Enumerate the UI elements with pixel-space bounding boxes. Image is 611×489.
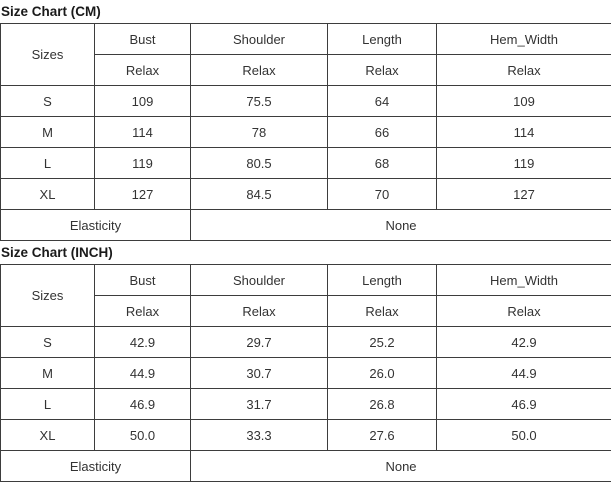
size-cell: M bbox=[0, 357, 95, 389]
size-chart-cm-section: Size Chart (CM) Sizes Bust Shoulder Leng… bbox=[0, 2, 611, 241]
value-cell: 68 bbox=[327, 147, 437, 179]
size-chart-cm-table: Sizes Bust Shoulder Length Hem_Width Rel… bbox=[0, 23, 611, 241]
relax-cell: Relax bbox=[94, 295, 191, 327]
size-cell: M bbox=[0, 116, 95, 148]
size-cell: S bbox=[0, 85, 95, 117]
sizes-header-cell: Sizes bbox=[0, 23, 95, 86]
table-row-m: M 44.9 30.7 26.0 44.9 bbox=[0, 357, 611, 389]
size-chart-cm-title: Size Chart (CM) bbox=[1, 4, 101, 19]
measure-type-row: Relax Relax Relax Relax bbox=[1, 54, 611, 86]
elasticity-row: Elasticity None bbox=[0, 450, 611, 482]
column-header-hem-width: Hem_Width bbox=[436, 23, 611, 55]
relax-cell: Relax bbox=[327, 54, 437, 86]
column-header-shoulder: Shoulder bbox=[190, 264, 328, 296]
elasticity-value-cell: None bbox=[190, 450, 611, 482]
elasticity-row: Elasticity None bbox=[0, 209, 611, 241]
column-header-shoulder: Shoulder bbox=[190, 23, 328, 55]
relax-cell: Relax bbox=[327, 295, 437, 327]
column-header-length: Length bbox=[327, 23, 437, 55]
size-cell: XL bbox=[0, 178, 95, 210]
value-cell: 44.9 bbox=[436, 357, 611, 389]
value-cell: 119 bbox=[94, 147, 191, 179]
size-chart-inch-title: Size Chart (INCH) bbox=[1, 245, 113, 260]
table-row-xl: XL 127 84.5 70 127 bbox=[0, 178, 611, 210]
column-header-bust: Bust bbox=[94, 264, 191, 296]
size-chart-inch-table: Sizes Bust Shoulder Length Hem_Width Rel… bbox=[0, 264, 611, 482]
measure-type-row: Relax Relax Relax Relax bbox=[1, 295, 611, 327]
elasticity-label-cell: Elasticity bbox=[0, 209, 191, 241]
value-cell: 119 bbox=[436, 147, 611, 179]
table-row-s: S 109 75.5 64 109 bbox=[0, 85, 611, 117]
table-row-l: L 46.9 31.7 26.8 46.9 bbox=[0, 388, 611, 420]
value-cell: 31.7 bbox=[190, 388, 328, 420]
value-cell: 27.6 bbox=[327, 419, 437, 451]
value-cell: 70 bbox=[327, 178, 437, 210]
header-row: Sizes Bust Shoulder Length Hem_Width bbox=[0, 264, 611, 327]
value-cell: 75.5 bbox=[190, 85, 328, 117]
value-cell: 33.3 bbox=[190, 419, 328, 451]
value-cell: 25.2 bbox=[327, 326, 437, 358]
table-row-l: L 119 80.5 68 119 bbox=[0, 147, 611, 179]
table-row-s: S 42.9 29.7 25.2 42.9 bbox=[0, 326, 611, 358]
relax-cell: Relax bbox=[190, 54, 328, 86]
value-cell: 44.9 bbox=[94, 357, 191, 389]
sizes-header-cell: Sizes bbox=[0, 264, 95, 327]
table-row-m: M 114 78 66 114 bbox=[0, 116, 611, 148]
value-cell: 64 bbox=[327, 85, 437, 117]
value-cell: 109 bbox=[94, 85, 191, 117]
value-cell: 30.7 bbox=[190, 357, 328, 389]
size-cell: L bbox=[0, 388, 95, 420]
relax-cell: Relax bbox=[436, 295, 611, 327]
value-cell: 84.5 bbox=[190, 178, 328, 210]
value-cell: 66 bbox=[327, 116, 437, 148]
value-cell: 50.0 bbox=[94, 419, 191, 451]
value-cell: 78 bbox=[190, 116, 328, 148]
value-cell: 42.9 bbox=[94, 326, 191, 358]
value-cell: 26.0 bbox=[327, 357, 437, 389]
value-cell: 46.9 bbox=[94, 388, 191, 420]
value-cell: 29.7 bbox=[190, 326, 328, 358]
value-cell: 127 bbox=[94, 178, 191, 210]
table-row-xl: XL 50.0 33.3 27.6 50.0 bbox=[0, 419, 611, 451]
relax-cell: Relax bbox=[190, 295, 328, 327]
column-header-hem-width: Hem_Width bbox=[436, 264, 611, 296]
size-cell: L bbox=[0, 147, 95, 179]
column-header-bust: Bust bbox=[94, 23, 191, 55]
value-cell: 127 bbox=[436, 178, 611, 210]
elasticity-label-cell: Elasticity bbox=[0, 450, 191, 482]
size-chart-inch-section: Size Chart (INCH) Sizes Bust Shoulder Le… bbox=[0, 243, 611, 482]
value-cell: 109 bbox=[436, 85, 611, 117]
header-row: Sizes Bust Shoulder Length Hem_Width bbox=[0, 23, 611, 86]
value-cell: 26.8 bbox=[327, 388, 437, 420]
value-cell: 114 bbox=[436, 116, 611, 148]
value-cell: 80.5 bbox=[190, 147, 328, 179]
size-cell: XL bbox=[0, 419, 95, 451]
relax-cell: Relax bbox=[94, 54, 191, 86]
column-header-length: Length bbox=[327, 264, 437, 296]
value-cell: 42.9 bbox=[436, 326, 611, 358]
elasticity-value-cell: None bbox=[190, 209, 611, 241]
relax-cell: Relax bbox=[436, 54, 611, 86]
value-cell: 114 bbox=[94, 116, 191, 148]
value-cell: 50.0 bbox=[436, 419, 611, 451]
value-cell: 46.9 bbox=[436, 388, 611, 420]
size-cell: S bbox=[0, 326, 95, 358]
